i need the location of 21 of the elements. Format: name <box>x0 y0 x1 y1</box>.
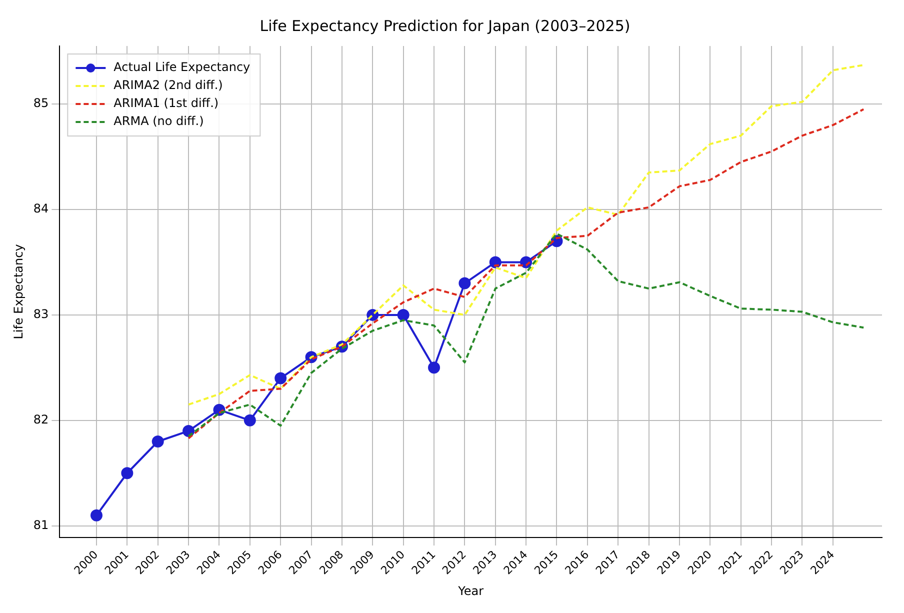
point <box>244 414 256 426</box>
legend-label: Actual Life Expectancy <box>114 60 250 74</box>
y-tick-label: 82 <box>33 412 49 427</box>
point <box>182 424 195 437</box>
point <box>121 467 134 480</box>
legend-label: ARIMA1 (1st diff.) <box>114 96 219 110</box>
y-tick-label: 83 <box>33 307 49 322</box>
legend-label: ARMA (no diff.) <box>114 114 204 128</box>
point <box>90 509 102 522</box>
x-axis-title: Year <box>457 584 484 598</box>
point <box>458 277 471 290</box>
point <box>397 308 410 321</box>
point <box>428 362 440 374</box>
legend-label: ARIMA2 (2nd diff.) <box>114 78 223 92</box>
y-tick-label: 85 <box>33 96 49 110</box>
point <box>152 436 164 448</box>
y-axis-title: Life Expectancy <box>11 244 26 340</box>
y-tick-label: 81 <box>33 518 49 532</box>
point <box>274 372 287 384</box>
y-tick-label: 84 <box>33 202 49 216</box>
chart-title: Life Expectancy Prediction for Japan (2003–2025) <box>260 16 630 35</box>
